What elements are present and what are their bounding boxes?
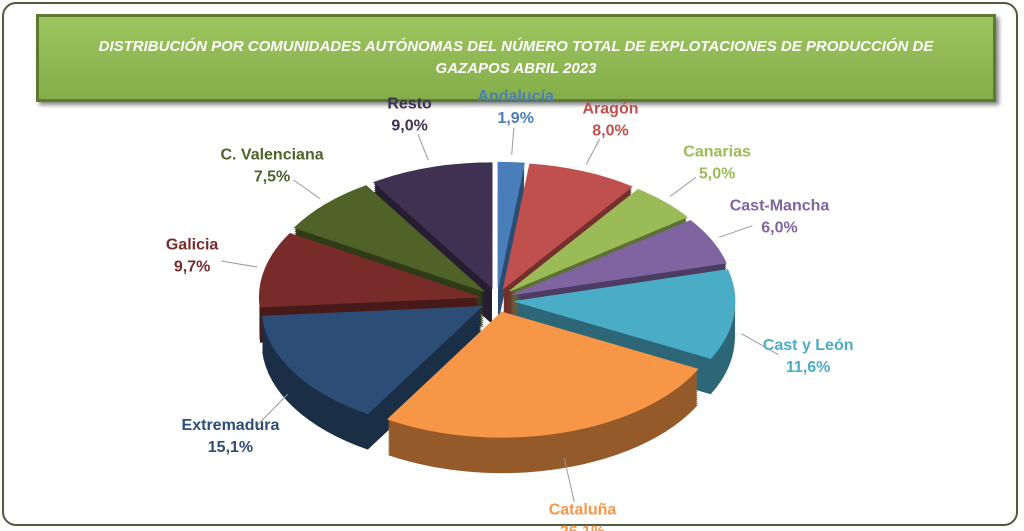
category-label: C. Valenciana	[220, 146, 323, 163]
category-label: Cast y León	[763, 337, 854, 354]
slice	[258, 233, 480, 308]
value-label: 9,7%	[174, 259, 210, 276]
value-label: 1,9%	[497, 110, 533, 127]
leader-line	[255, 393, 288, 427]
leader-line	[585, 138, 601, 165]
leader-line	[293, 179, 321, 200]
category-label: Galicia	[166, 237, 219, 254]
category-label: Resto	[387, 95, 432, 112]
category-label: Andalucía	[477, 88, 554, 105]
slice	[513, 220, 727, 296]
chart-title: DISTRIBUCIÓN POR COMUNIDADES AUTÓNOMAS D…	[36, 14, 996, 102]
leader-line	[741, 333, 779, 356]
value-label: 8,0%	[592, 123, 628, 140]
value-label: 9,0%	[391, 117, 427, 134]
value-label: 5,0%	[699, 165, 735, 182]
leader-line	[563, 457, 575, 503]
value-label: 26,1%	[560, 523, 605, 531]
slice	[497, 161, 525, 288]
slice	[502, 163, 633, 290]
value-label: 11,6%	[786, 359, 830, 376]
category-label: Canarias	[683, 143, 751, 160]
slice	[293, 185, 485, 292]
category-label: Cataluña	[549, 501, 617, 518]
slice	[387, 311, 699, 438]
category-label: Cast-Mancha	[730, 197, 830, 214]
value-label: 7,5%	[254, 168, 290, 185]
value-label: 6,0%	[761, 219, 797, 236]
leader-line	[669, 176, 697, 197]
leader-line	[511, 127, 515, 155]
slice	[261, 306, 483, 415]
category-label: Aragón	[583, 101, 639, 118]
leader-line	[718, 225, 753, 238]
leader-line	[221, 260, 258, 268]
leader-line	[417, 134, 429, 161]
slice	[509, 188, 688, 292]
slice	[373, 162, 493, 290]
category-label: Extremadura	[182, 417, 280, 434]
frame	[2, 2, 1018, 526]
value-label: 15,1%	[208, 439, 253, 456]
slice	[514, 269, 736, 359]
